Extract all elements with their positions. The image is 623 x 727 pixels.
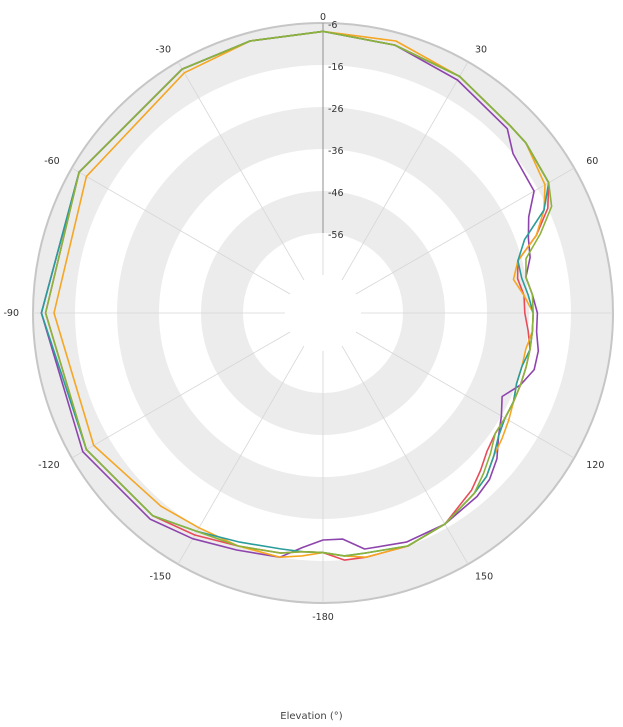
angular-gridline <box>355 331 575 459</box>
angular-gridline <box>71 331 291 459</box>
series-line-5 <box>44 30 553 557</box>
angular-gridline <box>341 345 469 565</box>
radial-tick-label: -46 <box>328 188 344 199</box>
angle-tick-label: 120 <box>586 460 604 471</box>
angle-tick-label: -150 <box>149 571 171 582</box>
angle-tick-label: 150 <box>475 571 493 582</box>
series-line-3 <box>53 30 546 558</box>
x-axis-title: Elevation (°) <box>280 711 343 722</box>
angle-tick-label: -90 <box>3 308 19 319</box>
angle-tick-label: -180 <box>312 612 334 623</box>
angular-gridline <box>177 61 305 281</box>
angle-tick-label: -30 <box>155 45 171 56</box>
radial-tick-label: -26 <box>328 104 344 115</box>
polar-hole <box>285 275 361 351</box>
angular-gridline <box>355 167 575 295</box>
radial-tick-label: -56 <box>328 230 344 241</box>
angle-tick-label: 60 <box>586 156 598 167</box>
radial-tick-label: -16 <box>328 62 344 73</box>
angle-tick-label: -120 <box>38 460 60 471</box>
radial-tick-label: -36 <box>328 146 344 157</box>
angular-gridline <box>71 167 291 295</box>
radial-tick-label: -6 <box>328 20 337 31</box>
angle-tick-label: 30 <box>475 45 487 56</box>
angular-gridline <box>341 61 469 281</box>
angle-tick-label: 0 <box>320 12 326 23</box>
angle-tick-label: -60 <box>44 156 60 167</box>
